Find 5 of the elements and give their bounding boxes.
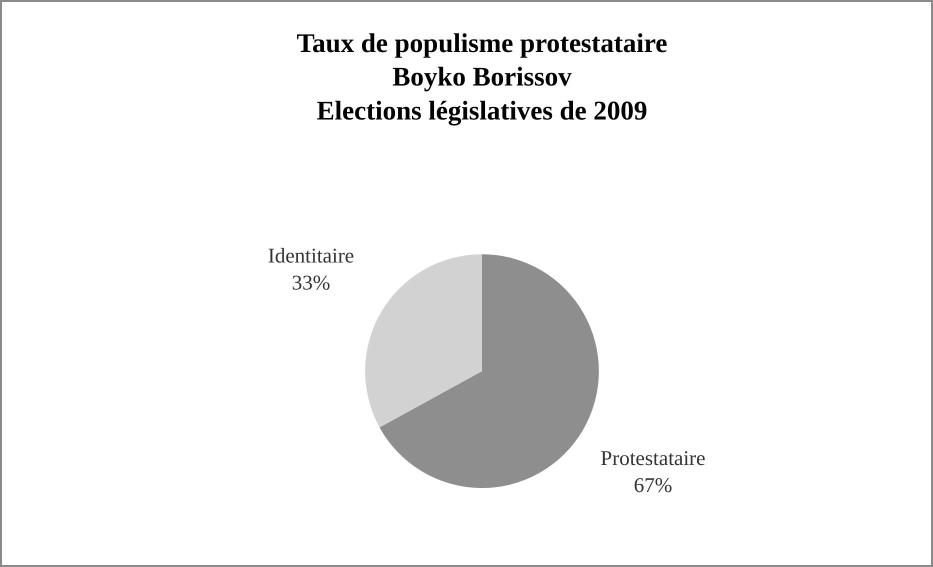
data-label: 33% bbox=[292, 270, 330, 294]
slice-label: Protestataire bbox=[600, 446, 706, 470]
slice-label: Identitaire bbox=[268, 244, 354, 268]
chart-title: Taux de populisme protestataire Boyko Borissov Elections législatives de 2009 bbox=[296, 28, 668, 126]
data-label: 67% bbox=[634, 472, 672, 497]
